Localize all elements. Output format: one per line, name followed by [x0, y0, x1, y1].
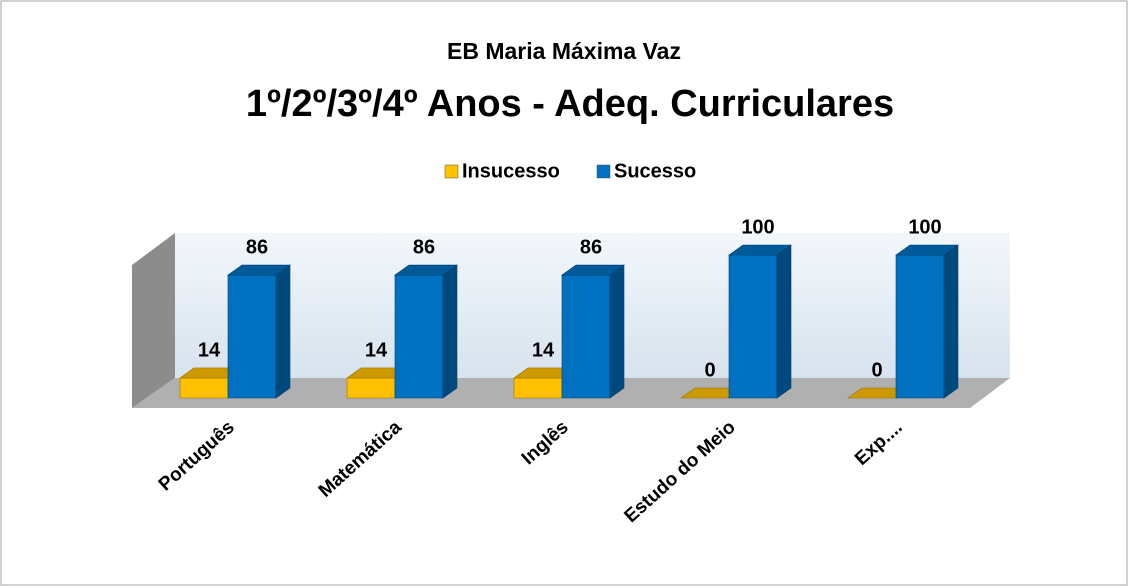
value-label: 0 [871, 359, 882, 381]
bar-top [394, 264, 458, 276]
bar-side [442, 264, 458, 399]
bar-front [728, 254, 778, 399]
chart-subtitle: 1º/2º/3º/4º Anos - Adeq. Curriculares [246, 83, 894, 125]
value-label: 100 [908, 216, 941, 238]
bar-front [513, 377, 563, 399]
bar [728, 244, 792, 399]
bar-front [394, 274, 444, 399]
bar [895, 244, 959, 399]
legend-label: Insucesso [462, 160, 560, 182]
bar-top [561, 264, 625, 276]
value-label: 86 [413, 236, 435, 258]
value-label: 100 [741, 216, 774, 238]
bar-front [346, 377, 396, 399]
value-label: 0 [704, 359, 715, 381]
legend-label: Sucesso [614, 160, 696, 182]
legend-swatch [444, 164, 459, 179]
bar-top [227, 264, 291, 276]
value-label: 14 [198, 339, 221, 361]
bar-top [728, 244, 792, 256]
bar [227, 264, 291, 399]
bar-side [609, 264, 625, 399]
chart-title: EB Maria Máxima Vaz [447, 38, 681, 64]
bar-front [179, 377, 229, 399]
bar-front [561, 274, 611, 399]
bar [394, 264, 458, 399]
bar [561, 264, 625, 399]
bar-front [895, 254, 945, 399]
value-label: 14 [532, 339, 555, 361]
bar-side [275, 264, 291, 399]
side-wall [132, 233, 175, 408]
legend-swatch [596, 164, 611, 179]
bar-front [227, 274, 277, 399]
bar-side [943, 244, 959, 399]
value-label: 86 [246, 236, 268, 258]
value-label: 14 [365, 339, 388, 361]
value-label: 86 [580, 236, 602, 258]
bar-side [776, 244, 792, 399]
bar-top [895, 244, 959, 256]
